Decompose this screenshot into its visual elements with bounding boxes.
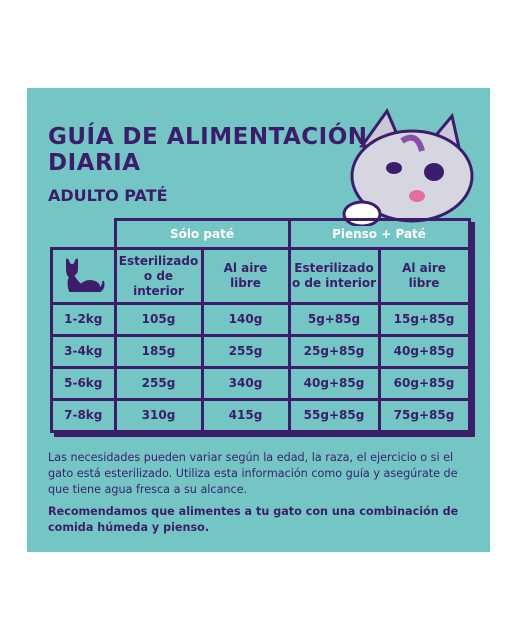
weight-cell: 1-2kg bbox=[50, 302, 117, 337]
amount-cell: 310g bbox=[113, 398, 204, 433]
note: Recomendamos que alimentes a tu gato con… bbox=[48, 505, 459, 534]
subtitle: ADULTO PATÉ bbox=[48, 186, 168, 205]
amount-cell: 5g+85g bbox=[287, 302, 381, 337]
amount-cell: 140g bbox=[200, 302, 291, 337]
amount-cell: 105g bbox=[113, 302, 204, 337]
cat-illustration bbox=[342, 107, 474, 226]
panel: GUÍA DE ALIMENTACIÓN DIARIA ADULTO PATÉ S… bbox=[27, 88, 490, 552]
amount-cell: 40g+85g bbox=[377, 334, 471, 369]
group-header: Pienso + Paté bbox=[287, 218, 471, 250]
column-header: Al aire libre bbox=[200, 247, 291, 305]
amount-cell: 15g+85g bbox=[377, 302, 471, 337]
data-row: 3-4kg 185g 255g 25g+85g 40g+85g bbox=[50, 334, 471, 369]
amount-cell: 415g bbox=[200, 398, 291, 433]
amount-cell: 255g bbox=[113, 366, 204, 401]
amount-cell: 340g bbox=[200, 366, 291, 401]
title-line: GUÍA DE ALIMENTACIÓN bbox=[48, 124, 368, 150]
amount-cell: 60g+85g bbox=[377, 366, 471, 401]
weight-cell: 3-4kg bbox=[50, 334, 117, 369]
amount-cell: 55g+85g bbox=[287, 398, 381, 433]
column-header: Esterilizado o de interior bbox=[287, 247, 381, 305]
title-line: DIARIA bbox=[48, 150, 141, 176]
column-header: Al aire libre bbox=[377, 247, 471, 305]
group-header: Sólo paté bbox=[113, 218, 291, 250]
amount-cell: 75g+85g bbox=[377, 398, 471, 433]
header-row: Esterilizado o de interior Al aire libre E… bbox=[50, 247, 471, 305]
data-row: 7-8kg 310g 415g 55g+85g 75g+85g bbox=[50, 398, 471, 433]
title: GUÍA DE ALIMENTACIÓN DIARIA bbox=[48, 124, 368, 176]
cat-icon bbox=[66, 258, 105, 292]
weight-cell: 7-8kg bbox=[50, 398, 117, 433]
column-header: Esterilizado o de interior bbox=[113, 247, 204, 305]
feeding-table: Sólo paté Pienso + Paté Esterilizado o de … bbox=[50, 218, 471, 433]
data-row: 5-6kg 255g 340g 40g+85g 60g+85g bbox=[50, 366, 471, 401]
amount-cell: 185g bbox=[113, 334, 204, 369]
header-row: Sólo paté Pienso + Paté bbox=[52, 218, 471, 250]
amount-cell: 40g+85g bbox=[287, 366, 381, 401]
cat-icon-cell bbox=[50, 247, 117, 305]
empty-cell bbox=[52, 220, 116, 249]
amount-cell: 255g bbox=[200, 334, 291, 369]
note: Las necesidades pueden variar según la e… bbox=[48, 451, 458, 496]
data-row: 1-2kg 105g 140g 5g+85g 15g+85g bbox=[50, 302, 471, 337]
weight-cell: 5-6kg bbox=[50, 366, 117, 401]
amount-cell: 25g+85g bbox=[287, 334, 381, 369]
